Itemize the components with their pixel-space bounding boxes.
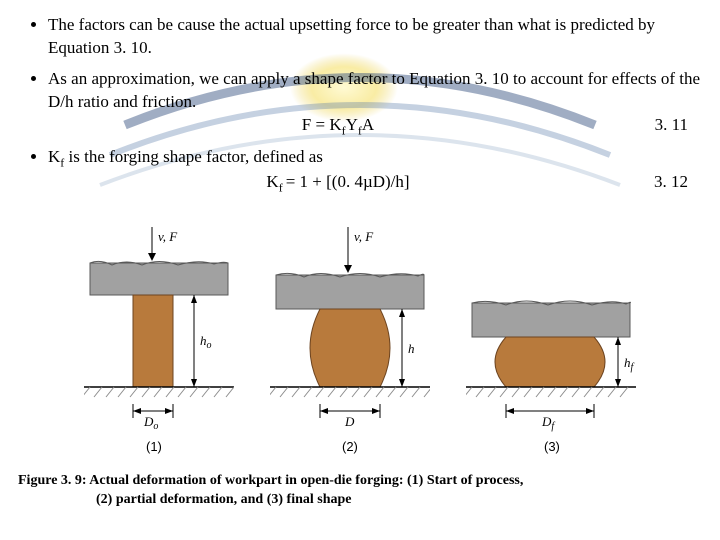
bullet-text: The factors can be cause the actual upse… [48, 15, 655, 57]
stage-number: (3) [544, 439, 560, 454]
svg-text:D: D [344, 414, 355, 429]
svg-text:ho: ho [200, 333, 212, 351]
workpiece [310, 309, 390, 387]
forging-stage-1: v, F ho Do (1) [84, 223, 234, 458]
svg-text:Do: Do [143, 414, 158, 432]
bullet-text: As an approximation, we can apply a shap… [48, 69, 700, 111]
equation-3-11: F = KfYfA [48, 114, 628, 139]
svg-text:Df: Df [541, 414, 555, 432]
equation-row: Kf = 1 + [(0. 4µD)/h] 3. 12 [48, 171, 688, 196]
bullet-item: The factors can be cause the actual upse… [48, 14, 704, 68]
stage-number: (1) [146, 439, 162, 454]
svg-text:hf: hf [624, 355, 635, 373]
stage-number: (2) [342, 439, 358, 454]
equation-3-12: Kf = 1 + [(0. 4µD)/h] [48, 171, 628, 196]
svg-text:v, F: v, F [354, 229, 374, 244]
figure-caption: Figure 3. 9: Actual deformation of workp… [18, 472, 578, 510]
workpiece [133, 295, 173, 387]
bullet-text: Kf is the forging shape factor, defined … [48, 147, 323, 166]
figure-3-9: v, F ho Do (1) v, F h D [0, 223, 720, 458]
workpiece [495, 337, 605, 387]
bullet-item: As an approximation, we can apply a shap… [48, 68, 704, 146]
bullet-list: The factors can be cause the actual upse… [0, 0, 720, 203]
bullet-item: Kf is the forging shape factor, defined … [48, 146, 704, 203]
equation-number: 3. 12 [628, 171, 688, 194]
equation-number: 3. 11 [628, 114, 688, 137]
svg-text:h: h [408, 341, 415, 356]
forging-stage-3: hf Df (3) [466, 223, 636, 458]
forging-stage-2: v, F h D (2) [270, 223, 430, 458]
equation-row: F = KfYfA 3. 11 [48, 114, 688, 139]
svg-text:v, F: v, F [158, 229, 178, 244]
